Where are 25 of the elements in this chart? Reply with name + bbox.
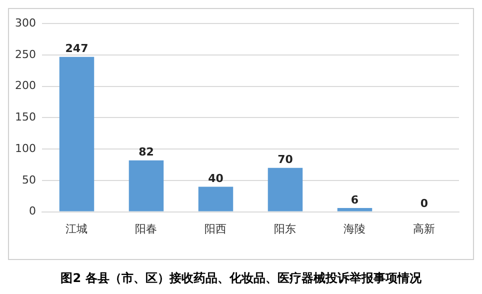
- y-tick-label: 50: [22, 173, 36, 186]
- y-tick-label: 100: [14, 142, 36, 155]
- text: 图2 各县（市、区）接收药品、化妆品、医疗器械投诉举报事项情况: [60, 270, 422, 287]
- bar: [59, 56, 94, 212]
- data-label: 82: [138, 146, 154, 159]
- x-tick-label: 江城: [66, 222, 88, 236]
- x-tick-label: 阳西: [204, 222, 227, 236]
- x-tick-label: 阳春: [135, 222, 158, 236]
- x-tick-label: 海陵: [344, 222, 366, 236]
- x-tick-label: 高新: [413, 222, 436, 236]
- bar: [198, 186, 234, 212]
- y-tick-label: 300: [14, 16, 36, 30]
- data-label: 247: [65, 42, 88, 56]
- bar: [268, 168, 303, 212]
- data-label: 70: [278, 153, 294, 166]
- data-label: 40: [208, 172, 224, 186]
- y-tick-label: 250: [14, 48, 36, 61]
- y-tick-label: 200: [14, 79, 36, 92]
- bar: [128, 160, 164, 212]
- bar: [337, 208, 372, 212]
- data-label: 0: [420, 197, 428, 210]
- y-tick-label: 150: [14, 110, 36, 124]
- x-tick-label: 阳东: [274, 222, 296, 236]
- data-label: 6: [350, 193, 359, 206]
- y-tick-label: 0: [28, 204, 36, 218]
